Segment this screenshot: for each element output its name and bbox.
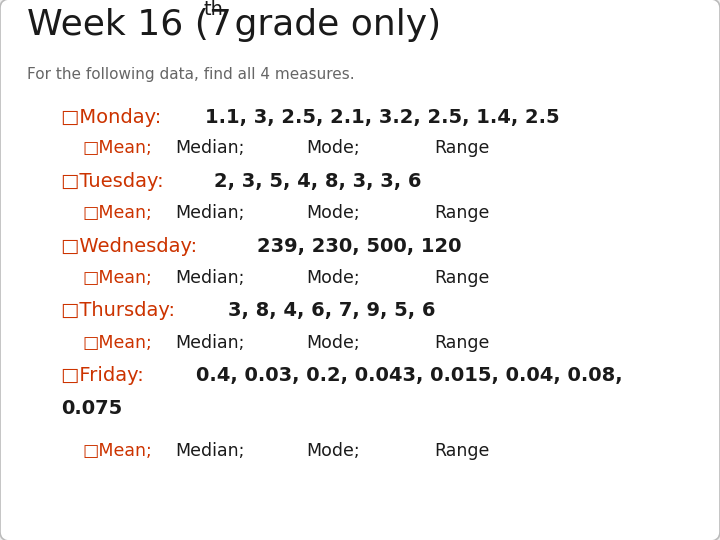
Text: Median;: Median;	[175, 204, 244, 222]
Text: 1.1, 3, 2.5, 2.1, 3.2, 2.5, 1.4, 2.5: 1.1, 3, 2.5, 2.1, 3.2, 2.5, 1.4, 2.5	[205, 108, 560, 127]
Text: Median;: Median;	[175, 269, 244, 287]
Text: □Mean;: □Mean;	[83, 204, 153, 222]
Text: □Mean;: □Mean;	[83, 269, 153, 287]
Text: 0.4, 0.03, 0.2, 0.043, 0.015, 0.04, 0.08,: 0.4, 0.03, 0.2, 0.043, 0.015, 0.04, 0.08…	[196, 366, 623, 385]
Text: □Mean;: □Mean;	[83, 442, 153, 460]
Text: Median;: Median;	[175, 139, 244, 157]
Text: 239, 230, 500, 120: 239, 230, 500, 120	[257, 237, 462, 255]
Text: grade only): grade only)	[223, 8, 441, 42]
Text: Range: Range	[434, 204, 490, 222]
Text: □Mean;: □Mean;	[83, 139, 153, 157]
Text: Range: Range	[434, 139, 490, 157]
Text: Mode;: Mode;	[306, 334, 359, 352]
Text: □Tuesday:: □Tuesday:	[61, 172, 170, 191]
Text: Mode;: Mode;	[306, 139, 359, 157]
Text: 2, 3, 5, 4, 8, 3, 3, 6: 2, 3, 5, 4, 8, 3, 3, 6	[214, 172, 421, 191]
Text: For the following data, find all 4 measures.: For the following data, find all 4 measu…	[27, 68, 355, 83]
Text: Week 16 (7: Week 16 (7	[27, 8, 233, 42]
Text: Mode;: Mode;	[306, 269, 359, 287]
Text: th: th	[204, 0, 224, 18]
Text: □Wednesday:: □Wednesday:	[61, 237, 204, 255]
Text: Range: Range	[434, 269, 490, 287]
Text: □Monday:: □Monday:	[61, 108, 168, 127]
Text: Range: Range	[434, 442, 490, 460]
Text: 0.075: 0.075	[61, 399, 122, 417]
Text: 3, 8, 4, 6, 7, 9, 5, 6: 3, 8, 4, 6, 7, 9, 5, 6	[228, 301, 436, 320]
Text: Median;: Median;	[175, 334, 244, 352]
Text: □Friday:: □Friday:	[61, 366, 150, 385]
Text: Range: Range	[434, 334, 490, 352]
Text: Mode;: Mode;	[306, 204, 359, 222]
Text: Median;: Median;	[175, 442, 244, 460]
Text: □Thursday:: □Thursday:	[61, 301, 181, 320]
Text: □Mean;: □Mean;	[83, 334, 153, 352]
Text: Mode;: Mode;	[306, 442, 359, 460]
